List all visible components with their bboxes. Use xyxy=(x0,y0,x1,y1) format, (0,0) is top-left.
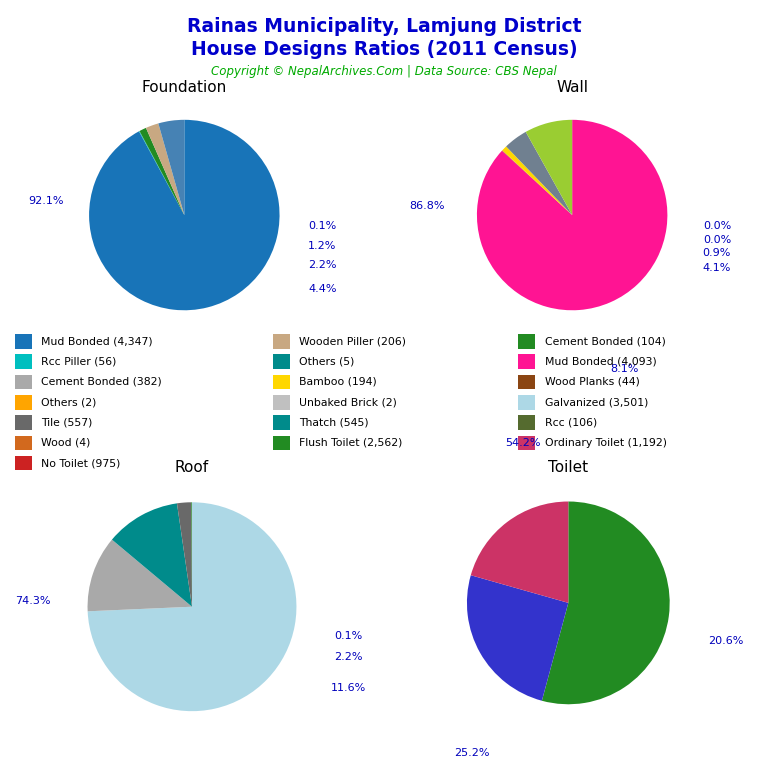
Bar xyxy=(15,334,32,349)
Text: 11.6%: 11.6% xyxy=(331,684,366,694)
Text: Wood Planks (44): Wood Planks (44) xyxy=(545,377,640,387)
Wedge shape xyxy=(139,131,184,215)
Title: Wall: Wall xyxy=(556,80,588,94)
Wedge shape xyxy=(506,132,572,215)
Wedge shape xyxy=(146,124,184,215)
Text: Wooden Piller (206): Wooden Piller (206) xyxy=(299,336,406,346)
Text: Mud Bonded (4,347): Mud Bonded (4,347) xyxy=(41,336,153,346)
Text: 0.9%: 0.9% xyxy=(703,248,731,258)
Text: 4.4%: 4.4% xyxy=(308,284,336,294)
Wedge shape xyxy=(112,503,192,607)
Wedge shape xyxy=(177,502,192,607)
Text: Copyright © NepalArchives.Com | Data Source: CBS Nepal: Copyright © NepalArchives.Com | Data Sou… xyxy=(211,65,557,78)
Text: Flush Toilet (2,562): Flush Toilet (2,562) xyxy=(299,438,402,448)
Text: Rcc Piller (56): Rcc Piller (56) xyxy=(41,356,117,366)
Text: Thatch (545): Thatch (545) xyxy=(299,418,369,428)
Text: 25.2%: 25.2% xyxy=(454,748,490,758)
Text: No Toilet (975): No Toilet (975) xyxy=(41,458,121,468)
Bar xyxy=(15,435,32,450)
Text: Ordinary Toilet (1,192): Ordinary Toilet (1,192) xyxy=(545,438,667,448)
Text: 74.3%: 74.3% xyxy=(15,597,51,607)
Text: Cement Bonded (382): Cement Bonded (382) xyxy=(41,377,162,387)
Wedge shape xyxy=(502,151,572,215)
Text: 86.8%: 86.8% xyxy=(409,200,445,210)
Title: Toilet: Toilet xyxy=(548,460,588,475)
Wedge shape xyxy=(89,120,280,310)
Bar xyxy=(273,435,290,450)
Text: 4.1%: 4.1% xyxy=(703,263,731,273)
Bar xyxy=(15,456,32,471)
Bar xyxy=(273,395,290,409)
Bar xyxy=(518,435,535,450)
Text: Others (2): Others (2) xyxy=(41,397,97,407)
Text: Others (5): Others (5) xyxy=(299,356,354,366)
Bar xyxy=(15,354,32,369)
Bar xyxy=(273,354,290,369)
Text: 0.1%: 0.1% xyxy=(308,221,336,231)
Wedge shape xyxy=(88,540,192,611)
Wedge shape xyxy=(467,575,568,700)
Bar xyxy=(15,375,32,389)
Bar xyxy=(273,375,290,389)
Bar xyxy=(518,375,535,389)
Text: 2.2%: 2.2% xyxy=(334,652,363,662)
Wedge shape xyxy=(502,147,572,215)
Wedge shape xyxy=(88,502,296,711)
Text: 8.1%: 8.1% xyxy=(611,364,639,374)
Text: 2.2%: 2.2% xyxy=(308,260,336,270)
Text: 0.0%: 0.0% xyxy=(703,221,731,231)
Wedge shape xyxy=(542,502,670,704)
Bar xyxy=(518,415,535,430)
Text: 0.0%: 0.0% xyxy=(703,235,731,245)
Bar xyxy=(518,395,535,409)
Title: Roof: Roof xyxy=(175,460,209,475)
Wedge shape xyxy=(140,128,184,215)
Text: Tile (557): Tile (557) xyxy=(41,418,93,428)
Text: 54.2%: 54.2% xyxy=(505,438,541,448)
Bar xyxy=(15,395,32,409)
Bar xyxy=(273,334,290,349)
Text: Mud Bonded (4,093): Mud Bonded (4,093) xyxy=(545,356,657,366)
Bar xyxy=(518,354,535,369)
Wedge shape xyxy=(526,120,572,215)
Wedge shape xyxy=(471,502,568,603)
Title: Foundation: Foundation xyxy=(141,80,227,94)
Text: 0.1%: 0.1% xyxy=(335,631,362,641)
Text: Bamboo (194): Bamboo (194) xyxy=(299,377,376,387)
Text: Unbaked Brick (2): Unbaked Brick (2) xyxy=(299,397,396,407)
Bar xyxy=(273,415,290,430)
Text: Rainas Municipality, Lamjung District: Rainas Municipality, Lamjung District xyxy=(187,17,581,36)
Bar xyxy=(518,334,535,349)
Text: Galvanized (3,501): Galvanized (3,501) xyxy=(545,397,648,407)
Wedge shape xyxy=(158,120,184,215)
Text: Rcc (106): Rcc (106) xyxy=(545,418,597,428)
Text: House Designs Ratios (2011 Census): House Designs Ratios (2011 Census) xyxy=(190,40,578,59)
Wedge shape xyxy=(502,151,572,215)
Bar xyxy=(15,415,32,430)
Wedge shape xyxy=(477,120,667,310)
Text: 92.1%: 92.1% xyxy=(28,196,64,206)
Text: Wood (4): Wood (4) xyxy=(41,438,91,448)
Text: 1.2%: 1.2% xyxy=(308,240,336,250)
Text: 20.6%: 20.6% xyxy=(708,637,743,647)
Text: Cement Bonded (104): Cement Bonded (104) xyxy=(545,336,665,346)
